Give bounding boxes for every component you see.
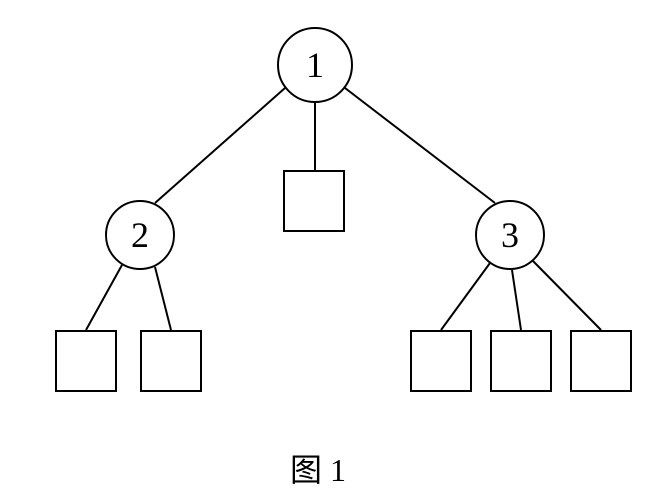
node-label: 1 bbox=[306, 44, 324, 86]
tree-edge bbox=[441, 263, 490, 330]
tree-edge bbox=[86, 265, 122, 330]
leaf-node bbox=[410, 330, 472, 392]
leaf-node bbox=[490, 330, 552, 392]
tree-edge bbox=[533, 261, 601, 330]
leaf-node bbox=[283, 170, 345, 232]
node-label: 3 bbox=[501, 214, 519, 256]
leaf-node bbox=[140, 330, 202, 392]
leaf-node bbox=[570, 330, 632, 392]
figure-caption: 图 1 bbox=[290, 445, 346, 491]
circle-node: 2 bbox=[105, 200, 175, 270]
circle-node: 1 bbox=[277, 27, 353, 103]
tree-edge bbox=[345, 88, 495, 203]
circle-node: 3 bbox=[475, 200, 545, 270]
tree-edge bbox=[155, 267, 171, 330]
node-label: 2 bbox=[131, 214, 149, 256]
leaf-node bbox=[55, 330, 117, 392]
tree-edge bbox=[155, 88, 285, 203]
tree-edge bbox=[512, 270, 521, 330]
